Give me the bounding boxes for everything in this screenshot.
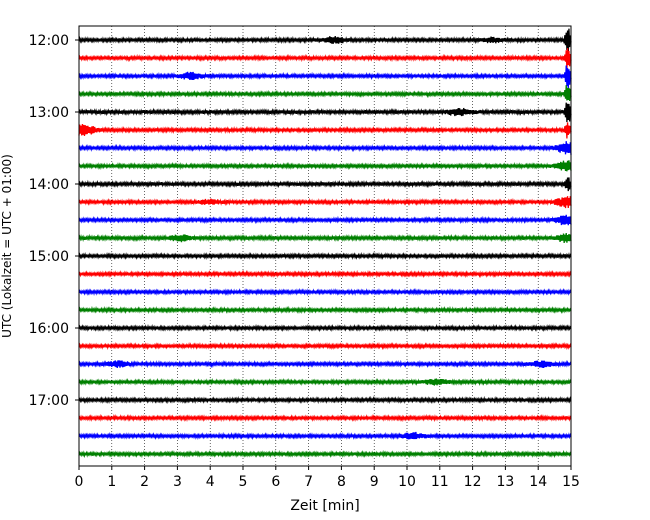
trace-1415 (78, 196, 572, 209)
trace-1245 (78, 85, 572, 102)
plot-frame (78, 25, 572, 467)
y-tick-label-1600: 16:00 (29, 321, 69, 337)
y-tick-label-1200: 12:00 (29, 33, 69, 49)
trace-1700 (78, 395, 572, 405)
trace-1745 (78, 449, 572, 459)
trace-1715 (78, 413, 572, 423)
trace-1345 (78, 160, 572, 172)
y-tick-label-1400: 14:00 (29, 177, 69, 193)
x-tick-label-11: 11 (431, 474, 449, 490)
y-tick-label-1500: 15:00 (29, 249, 69, 265)
grid-lines (111, 26, 539, 466)
x-tick-label-6: 6 (271, 474, 280, 490)
trace-1315 (78, 122, 572, 139)
trace-1500 (78, 251, 572, 261)
y-axis-ticks: 12:00 13:00 14:00 15:00 16:00 17:00 (29, 33, 79, 409)
x-tick-label-10: 10 (398, 474, 416, 490)
x-tick-label-12: 12 (464, 474, 482, 490)
x-tick-label-4: 4 (206, 474, 215, 490)
trace-1600 (78, 323, 572, 333)
x-tick-label-13: 13 (496, 474, 514, 490)
x-tick-label-2: 2 (140, 474, 149, 490)
trace-1445 (78, 232, 572, 243)
trace-1330 (78, 141, 572, 155)
trace-1400 (78, 177, 572, 192)
trace-1530 (78, 287, 572, 297)
trace-1730 (78, 431, 572, 441)
x-axis-label: Zeit [min] (290, 498, 359, 514)
x-tick-label-5: 5 (239, 474, 248, 490)
x-tick-label-0: 0 (75, 474, 84, 490)
trace-1545 (78, 305, 572, 315)
trace-1230 (78, 65, 572, 89)
trace-1215 (78, 48, 572, 70)
y-axis-label: UTC (Lokalzeit = UTC + 01:00) (0, 154, 14, 338)
trace-1300 (78, 102, 572, 123)
trace-1645 (78, 377, 572, 387)
x-tick-label-14: 14 (529, 474, 547, 490)
trace-1430 (78, 214, 572, 226)
trace-1630 (78, 359, 572, 369)
trace-1200 (78, 28, 572, 54)
seismogram-traces (78, 28, 572, 459)
x-tick-label-15: 15 (562, 474, 580, 490)
y-tick-label-1300: 13:00 (29, 105, 69, 121)
x-tick-label-7: 7 (304, 474, 313, 490)
x-tick-label-9: 9 (370, 474, 379, 490)
trace-1615 (78, 341, 572, 351)
x-tick-label-8: 8 (337, 474, 346, 490)
x-axis-ticks: 0 1 2 3 4 5 6 7 8 9 10 11 12 13 14 15 (75, 466, 580, 490)
x-tick-label-1: 1 (107, 474, 116, 490)
x-tick-label-3: 3 (173, 474, 182, 490)
y-tick-label-1700: 17:00 (29, 393, 69, 409)
trace-1515 (78, 269, 572, 279)
